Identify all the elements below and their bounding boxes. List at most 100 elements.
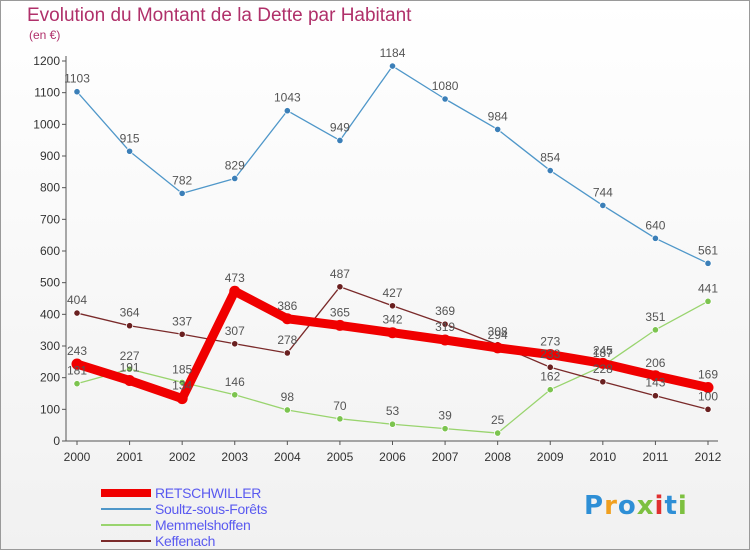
y-tick-label: 800	[40, 181, 60, 195]
data-label-retschwiller: 243	[67, 344, 87, 358]
x-tick-labels: 2000 2001 2002 2003 2004 2005 2006 2007 2008 2009…	[64, 450, 722, 464]
data-label-memmelshoffen: 39	[438, 409, 452, 423]
chart-title: Evolution du Montant de la Dette par Hab…	[27, 5, 412, 26]
y-tick-label: 400	[40, 307, 60, 321]
data-label-retschwiller: 386	[277, 299, 297, 313]
data-label-keffenach: 308	[488, 325, 508, 339]
data-label-retschwiller: 365	[330, 305, 350, 319]
data-point-retschwiller	[387, 327, 398, 339]
x-tick-label: 2001	[116, 450, 143, 464]
x-tick-label: 2007	[432, 450, 459, 464]
data-point-retschwiller	[71, 358, 83, 370]
x-tick-label: 2000	[64, 450, 91, 464]
data-label-memmelshoffen: 187	[593, 346, 613, 360]
x-tick-label: 2006	[379, 450, 406, 464]
x-tick-label: 2004	[274, 450, 301, 464]
legend-item-retschwiller: RETSCHWILLER	[101, 485, 321, 501]
data-label-retschwiller: 342	[382, 313, 402, 327]
data-label-memmelshoffen: 25	[491, 413, 505, 427]
logo-letter: r	[604, 491, 618, 521]
data-point-keffenach	[546, 363, 554, 371]
legend-item-memmelshoffen: Memmelshoffen	[101, 517, 321, 533]
data-point-keffenach	[283, 349, 291, 357]
series-line-soultz-sous-for-ts	[76, 65, 709, 265]
data-label-soultz-sous-for-ts: 1043	[274, 91, 301, 105]
x-tick-label: 2003	[221, 450, 248, 464]
y-tick-label: 500	[40, 276, 60, 290]
data-label-soultz-sous-for-ts: 1080	[432, 79, 459, 93]
data-labels: 1103 915 782 829 1043 949 1184 1080 984 854 744 640…	[64, 46, 718, 427]
data-label-memmelshoffen: 98	[281, 390, 295, 404]
y-tick-label: 700	[40, 212, 60, 226]
data-point-retschwiller	[597, 357, 609, 369]
logo-letter: t	[664, 491, 678, 521]
data-label-keffenach: 404	[67, 293, 87, 307]
data-label-soultz-sous-for-ts: 984	[488, 109, 508, 123]
legend-label: Soultz-sous-Forêts	[155, 501, 268, 517]
data-label-retschwiller: 191	[120, 361, 140, 375]
data-label-keffenach: 100	[698, 389, 718, 403]
data-label-memmelshoffen: 351	[645, 310, 665, 324]
data-point-keffenach	[231, 340, 239, 348]
data-point-memmelshoffen	[283, 406, 291, 414]
data-point-soultz-sous-for-ts	[651, 234, 660, 242]
data-point-memmelshoffen	[494, 429, 502, 437]
y-tick-label: 300	[40, 339, 60, 353]
data-point-soultz-sous-for-ts	[336, 136, 344, 145]
data-label-soultz-sous-for-ts: 1184	[380, 46, 406, 60]
data-label-keffenach: 278	[277, 333, 297, 347]
data-point-keffenach	[599, 378, 607, 386]
data-point-retschwiller	[281, 313, 293, 325]
data-point-retschwiller	[229, 285, 241, 297]
data-label-memmelshoffen: 227	[120, 349, 140, 363]
data-label-retschwiller: 245	[593, 343, 613, 357]
data-point-soultz-sous-for-ts	[178, 189, 186, 197]
data-label-retschwiller: 473	[225, 271, 245, 285]
data-label-keffenach: 307	[225, 324, 245, 338]
data-label-memmelshoffen: 181	[67, 364, 87, 378]
x-tick-label: 2002	[169, 450, 196, 464]
data-point-soultz-sous-for-ts	[494, 125, 502, 133]
data-label-soultz-sous-for-ts: 782	[172, 173, 192, 187]
data-point-keffenach	[441, 320, 449, 328]
data-point-keffenach	[336, 283, 344, 291]
data-point-soultz-sous-for-ts	[125, 147, 134, 155]
data-label-keffenach: 337	[172, 314, 192, 328]
proxiti-logo: Proxiti	[584, 491, 688, 521]
data-label-keffenach: 233	[540, 347, 560, 361]
x-tick-label: 2012	[695, 450, 722, 464]
data-label-memmelshoffen: 441	[698, 281, 718, 295]
data-label-soultz-sous-for-ts: 949	[330, 120, 350, 134]
logo-letter: i	[654, 491, 665, 521]
data-point-retschwiller	[702, 381, 714, 393]
legend-item-soultz: Soultz-sous-Forêts	[101, 501, 321, 517]
data-point-retschwiller	[544, 349, 556, 361]
data-point-retschwiller	[124, 375, 136, 387]
legend-label: Memmelshoffen	[155, 517, 251, 533]
data-point-memmelshoffen	[336, 415, 344, 423]
data-point-memmelshoffen	[231, 391, 239, 399]
legend-swatch	[101, 489, 151, 497]
data-point-soultz-sous-for-ts	[73, 88, 81, 96]
data-point-soultz-sous-for-ts	[231, 174, 239, 183]
x-tick-label: 2008	[484, 450, 511, 464]
legend-label: Keffenach	[155, 533, 216, 549]
data-point-soultz-sous-for-ts	[283, 107, 291, 115]
logo-letter: i	[677, 491, 688, 521]
data-point-memmelshoffen	[73, 380, 81, 388]
data-point-retschwiller	[176, 393, 188, 405]
data-label-keffenach: 427	[382, 286, 402, 300]
data-label-keffenach: 369	[435, 304, 455, 318]
data-point-retschwiller	[334, 319, 346, 331]
data-label-soultz-sous-for-ts: 1103	[64, 72, 90, 86]
legend-item-keffenach: Keffenach	[101, 533, 321, 549]
data-point-soultz-sous-for-ts	[388, 62, 397, 70]
x-tick-label: 2011	[643, 450, 669, 464]
y-tick-label: 1200	[33, 54, 60, 68]
data-label-retschwiller: 319	[435, 320, 455, 334]
data-point-soultz-sous-for-ts	[546, 166, 554, 175]
logo-letter: o	[617, 491, 637, 521]
data-point-memmelshoffen	[704, 297, 712, 305]
